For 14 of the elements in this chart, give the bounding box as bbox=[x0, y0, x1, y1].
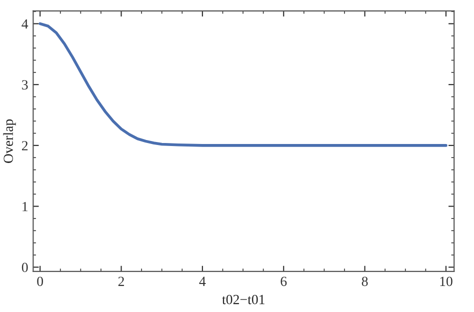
y-tick-label: 1 bbox=[22, 202, 28, 212]
x-tick-label: 4 bbox=[199, 276, 206, 286]
x-tick-label: 0 bbox=[37, 276, 44, 286]
y-tick-label: 4 bbox=[22, 19, 28, 29]
y-tick-label: 0 bbox=[22, 262, 28, 272]
y-tick-label: 3 bbox=[22, 80, 28, 90]
y-axis-title: Overlap bbox=[3, 119, 16, 163]
x-tick-label: 8 bbox=[362, 276, 368, 286]
x-tick-label: 2 bbox=[118, 276, 124, 286]
y-tick-label: 2 bbox=[22, 141, 28, 150]
x-tick-label: 10 bbox=[440, 276, 452, 286]
x-tick-label: 6 bbox=[280, 276, 287, 286]
line-series bbox=[38, 22, 448, 147]
x-axis-title: t02−t01 bbox=[222, 294, 264, 304]
